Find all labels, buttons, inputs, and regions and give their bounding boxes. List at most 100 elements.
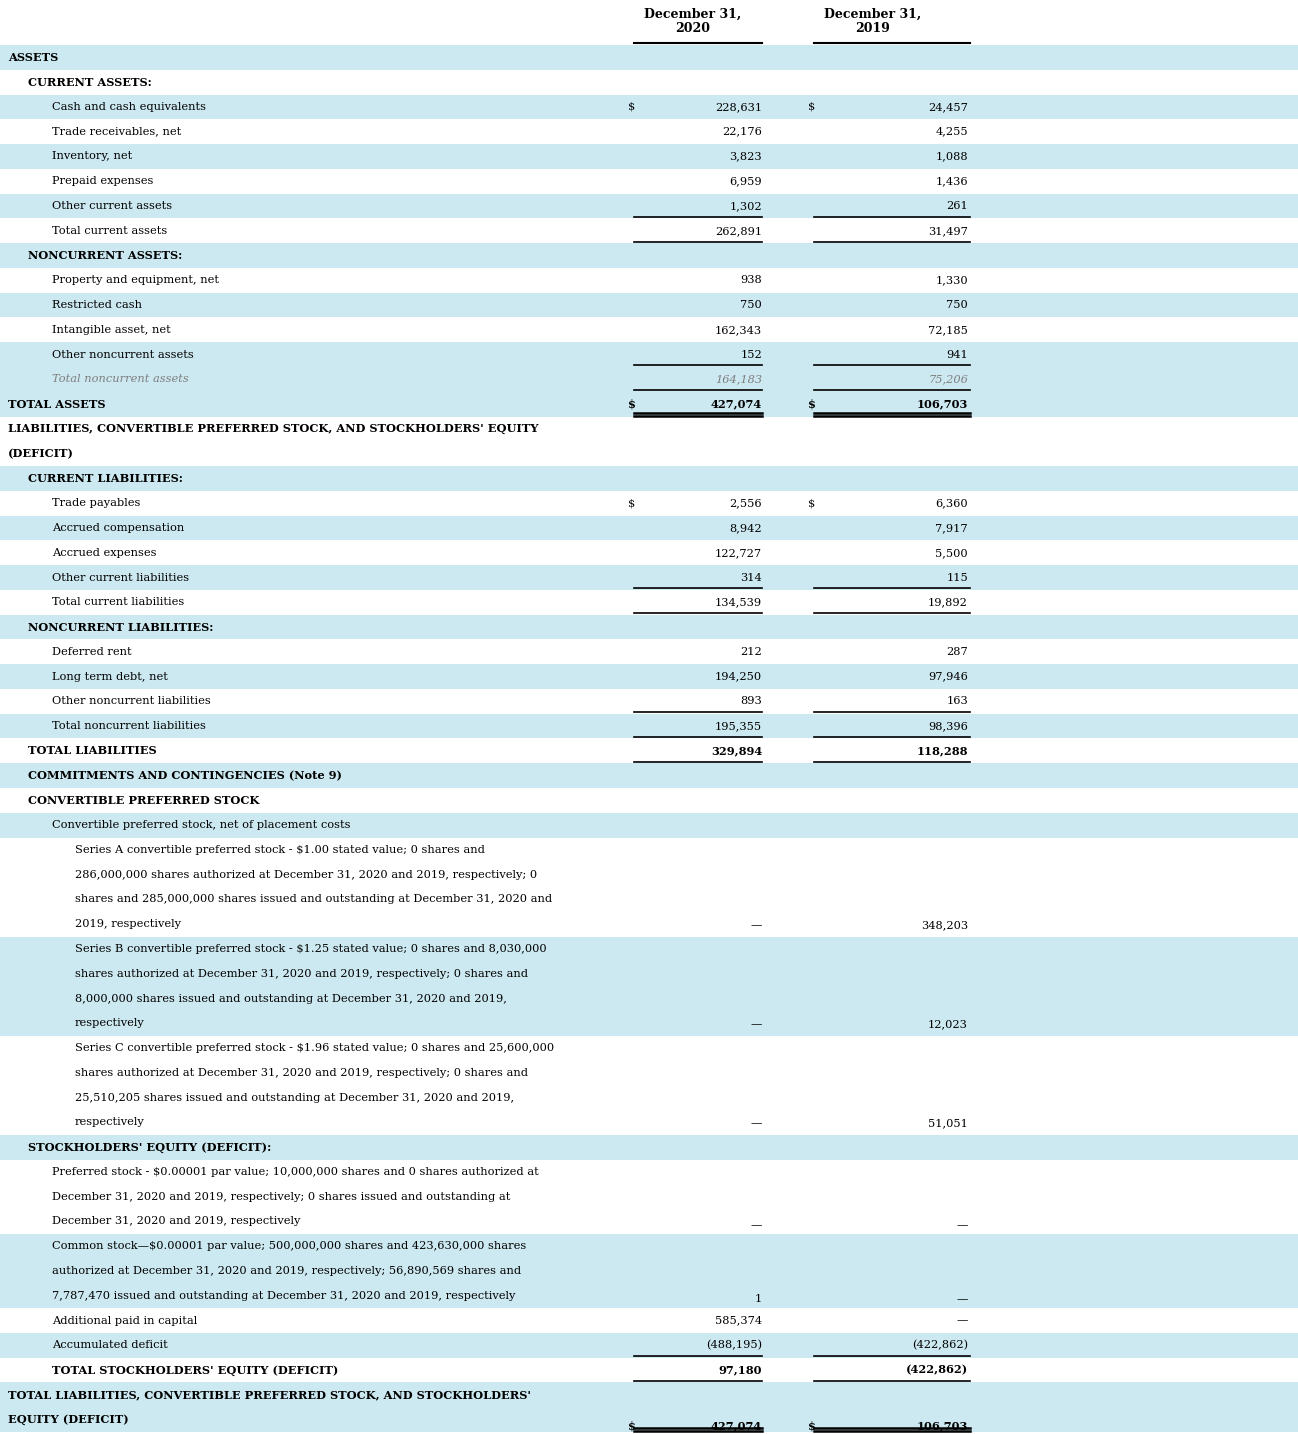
Bar: [0, 343, 1298, 367]
Text: —: —: [957, 1295, 968, 1305]
Text: 6,360: 6,360: [936, 498, 968, 508]
Bar: [0, 813, 1298, 837]
Text: CURRENT ASSETS:: CURRENT ASSETS:: [29, 76, 152, 87]
Text: 8,000,000 shares issued and outstanding at December 31, 2020 and 2019,: 8,000,000 shares issued and outstanding …: [75, 994, 508, 1004]
Text: Trade payables: Trade payables: [52, 498, 140, 508]
Text: Long term debt, net: Long term debt, net: [52, 671, 167, 681]
Text: 212: 212: [740, 647, 762, 657]
Text: TOTAL ASSETS: TOTAL ASSETS: [8, 399, 105, 410]
Text: 106,703: 106,703: [916, 399, 968, 410]
Text: Deferred rent: Deferred rent: [52, 647, 131, 657]
Bar: [0, 466, 1298, 490]
Bar: [0, 391, 1298, 416]
Bar: [0, 516, 1298, 541]
Text: 585,374: 585,374: [715, 1315, 762, 1325]
Text: 162,343: 162,343: [715, 326, 762, 334]
Text: TOTAL LIABILITIES: TOTAL LIABILITIES: [29, 746, 157, 756]
Text: Total current liabilities: Total current liabilities: [52, 598, 184, 607]
Text: Other current assets: Other current assets: [52, 201, 173, 211]
Text: 262,891: 262,891: [715, 225, 762, 235]
Text: 893: 893: [740, 697, 762, 707]
Text: Accrued expenses: Accrued expenses: [52, 548, 157, 558]
Text: 750: 750: [740, 300, 762, 310]
Text: Series B convertible preferred stock - $1.25 stated value; 0 shares and 8,030,00: Series B convertible preferred stock - $…: [75, 944, 546, 954]
Bar: [0, 565, 1298, 589]
Text: 24,457: 24,457: [928, 102, 968, 112]
Text: $: $: [628, 1421, 636, 1431]
Text: TOTAL STOCKHOLDERS' EQUITY (DEFICIT): TOTAL STOCKHOLDERS' EQUITY (DEFICIT): [52, 1365, 339, 1375]
Text: 51,051: 51,051: [928, 1119, 968, 1129]
Text: CURRENT LIABILITIES:: CURRENT LIABILITIES:: [29, 473, 183, 483]
Text: respectively: respectively: [75, 1018, 145, 1028]
Text: $: $: [807, 1421, 816, 1431]
Text: shares authorized at December 31, 2020 and 2019, respectively; 0 shares and: shares authorized at December 31, 2020 a…: [75, 1068, 528, 1078]
Text: 31,497: 31,497: [928, 225, 968, 235]
Text: LIABILITIES, CONVERTIBLE PREFERRED STOCK, AND STOCKHOLDERS' EQUITY: LIABILITIES, CONVERTIBLE PREFERRED STOCK…: [8, 423, 539, 435]
Text: (422,862): (422,862): [912, 1341, 968, 1351]
Text: 5,500: 5,500: [936, 548, 968, 558]
Text: Total current assets: Total current assets: [52, 225, 167, 235]
Text: (422,862): (422,862): [906, 1365, 968, 1375]
Text: 1,088: 1,088: [936, 152, 968, 162]
Text: shares authorized at December 31, 2020 and 2019, respectively; 0 shares and: shares authorized at December 31, 2020 a…: [75, 969, 528, 979]
Text: $: $: [628, 102, 635, 112]
Text: 115: 115: [946, 572, 968, 582]
Text: —: —: [957, 1315, 968, 1325]
Text: respectively: respectively: [75, 1117, 145, 1127]
Text: 6,959: 6,959: [729, 176, 762, 186]
Text: COMMITMENTS AND CONTINGENCIES (Note 9): COMMITMENTS AND CONTINGENCIES (Note 9): [29, 770, 341, 782]
Text: 19,892: 19,892: [928, 598, 968, 607]
Text: 97,180: 97,180: [719, 1365, 762, 1375]
Text: 1,302: 1,302: [729, 201, 762, 211]
Text: 261: 261: [946, 201, 968, 211]
Text: 941: 941: [946, 350, 968, 360]
Bar: [0, 293, 1298, 317]
Text: 427,074: 427,074: [711, 1421, 762, 1431]
Text: —: —: [750, 1220, 762, 1230]
Text: $: $: [807, 498, 815, 508]
Text: 938: 938: [740, 275, 762, 285]
Text: Other current liabilities: Other current liabilities: [52, 572, 190, 582]
Text: STOCKHOLDERS' EQUITY (DEFICIT):: STOCKHOLDERS' EQUITY (DEFICIT):: [29, 1141, 271, 1153]
Text: Series C convertible preferred stock - $1.96 stated value; 0 shares and 25,600,0: Series C convertible preferred stock - $…: [75, 1043, 554, 1053]
Bar: [0, 615, 1298, 640]
Bar: [0, 95, 1298, 119]
Text: Total noncurrent liabilities: Total noncurrent liabilities: [52, 721, 206, 731]
Text: December 31, 2020 and 2019, respectively: December 31, 2020 and 2019, respectively: [52, 1216, 300, 1226]
Text: 2020: 2020: [675, 22, 710, 34]
Text: 25,510,205 shares issued and outstanding at December 31, 2020 and 2019,: 25,510,205 shares issued and outstanding…: [75, 1093, 514, 1103]
Text: Other noncurrent assets: Other noncurrent assets: [52, 350, 193, 360]
Text: EQUITY (DEFICIT): EQUITY (DEFICIT): [8, 1414, 129, 1425]
Text: TOTAL LIABILITIES, CONVERTIBLE PREFERRED STOCK, AND STOCKHOLDERS': TOTAL LIABILITIES, CONVERTIBLE PREFERRED…: [8, 1390, 531, 1401]
Text: 152: 152: [740, 350, 762, 360]
Text: ASSETS: ASSETS: [8, 52, 58, 63]
Text: 118,288: 118,288: [916, 746, 968, 756]
Text: 427,074: 427,074: [711, 399, 762, 410]
Bar: [0, 1134, 1298, 1160]
Text: Trade receivables, net: Trade receivables, net: [52, 126, 182, 136]
Text: 287: 287: [946, 647, 968, 657]
Text: —: —: [750, 919, 762, 929]
Bar: [0, 367, 1298, 391]
Text: Restricted cash: Restricted cash: [52, 300, 141, 310]
Bar: [0, 143, 1298, 169]
Text: $: $: [807, 102, 815, 112]
Text: 1,436: 1,436: [936, 176, 968, 186]
Text: $: $: [807, 399, 816, 410]
Text: Inventory, net: Inventory, net: [52, 152, 132, 162]
Text: 98,396: 98,396: [928, 721, 968, 731]
Text: 164,183: 164,183: [715, 374, 762, 384]
Text: 2019, respectively: 2019, respectively: [75, 919, 180, 929]
Text: 8,942: 8,942: [729, 523, 762, 533]
Text: shares and 285,000,000 shares issued and outstanding at December 31, 2020 and: shares and 285,000,000 shares issued and…: [75, 895, 552, 905]
Text: Accrued compensation: Accrued compensation: [52, 523, 184, 533]
Text: 122,727: 122,727: [715, 548, 762, 558]
Text: 22,176: 22,176: [722, 126, 762, 136]
Text: Cash and cash equivalents: Cash and cash equivalents: [52, 102, 206, 112]
Text: 7,787,470 issued and outstanding at December 31, 2020 and 2019, respectively: 7,787,470 issued and outstanding at Dece…: [52, 1291, 515, 1301]
Text: $: $: [628, 498, 635, 508]
Bar: [0, 194, 1298, 218]
Text: Intangible asset, net: Intangible asset, net: [52, 326, 171, 334]
Bar: [0, 763, 1298, 789]
Text: 329,894: 329,894: [711, 746, 762, 756]
